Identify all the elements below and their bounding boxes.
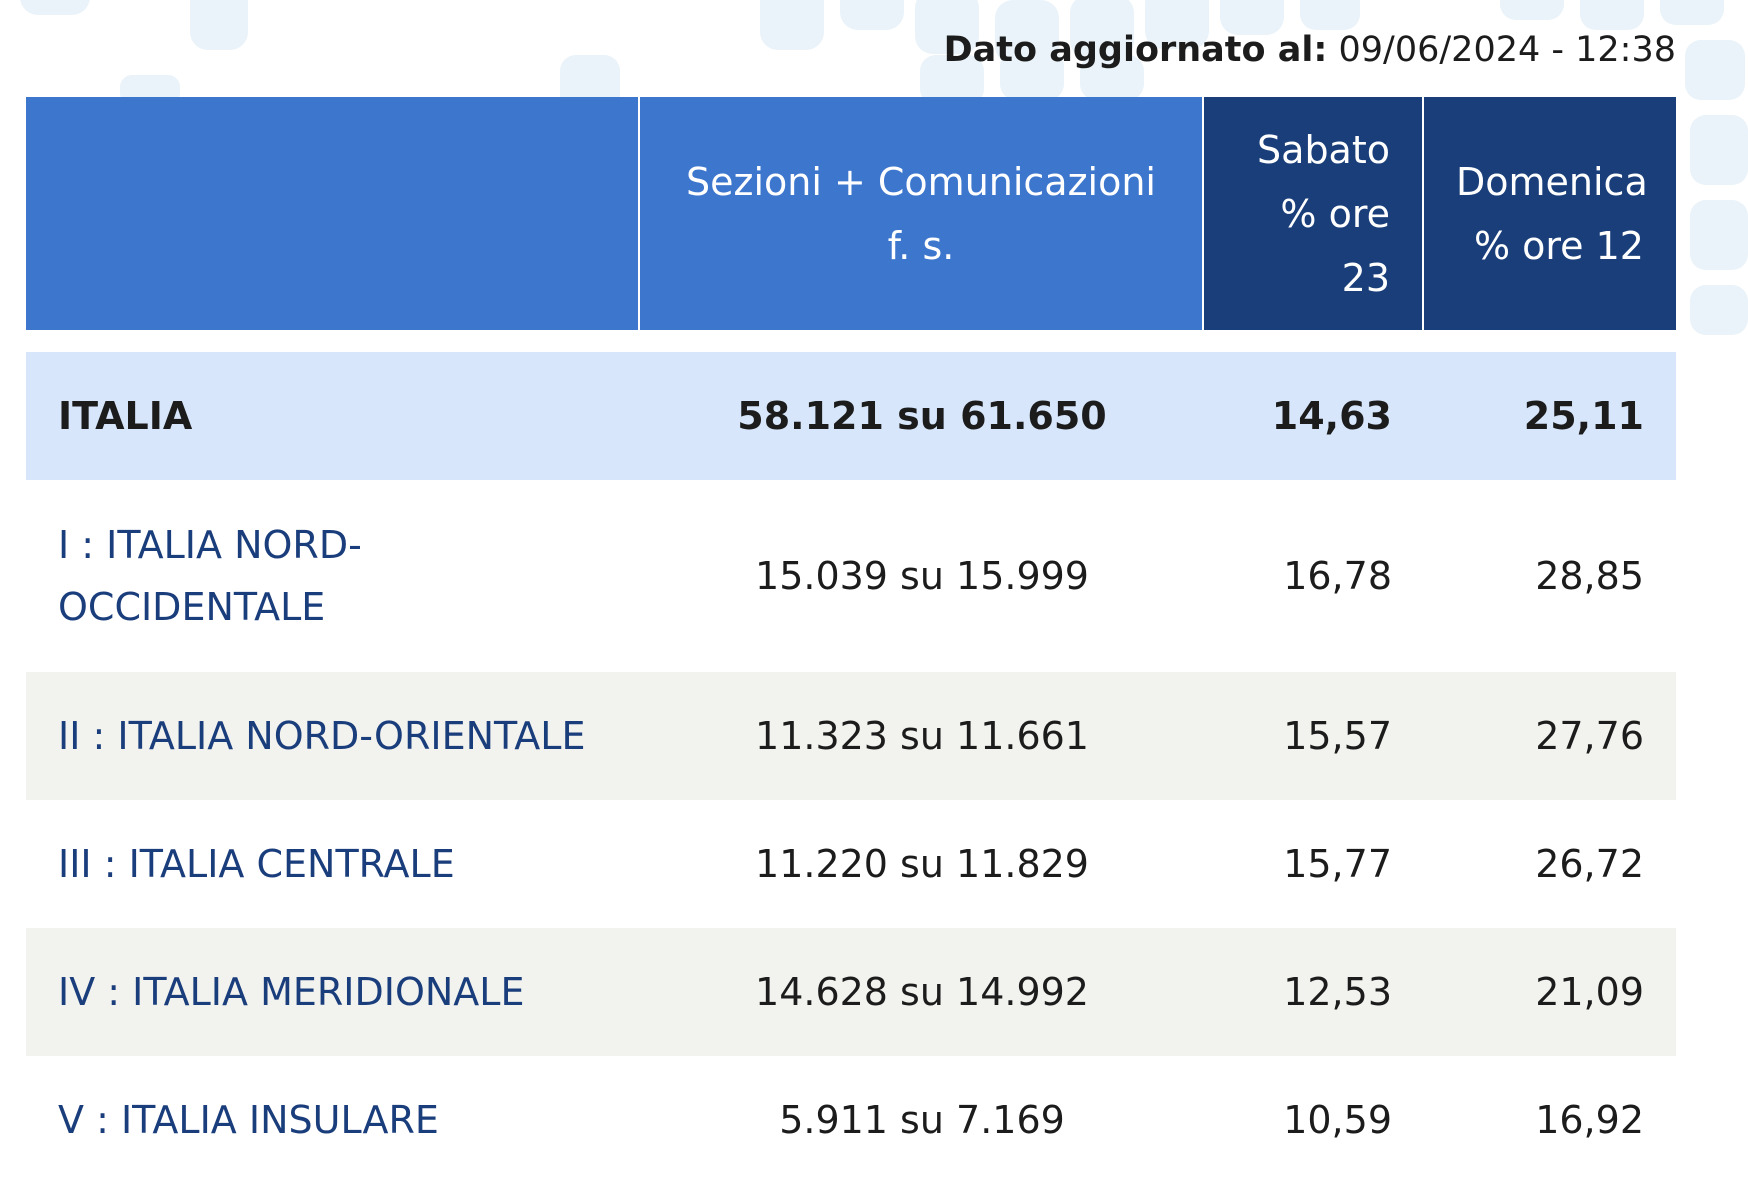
row-sezioni: 5.911 su 7.169 [779,1098,1065,1142]
row-domenica: 27,76 [1424,672,1676,800]
row-sabato: 14,63 [1204,352,1424,480]
header-sabato-line3: 23 [1341,255,1390,300]
table-header-row: Sezioni + Comunicazioni f. s. Sabato % o… [26,97,1676,330]
row-name: ITALIA [26,352,640,480]
row-domenica: 16,92 [1535,1098,1644,1142]
table-row: II : ITALIA NORD-ORIENTALE 11.323 su 11.… [26,672,1676,800]
update-timestamp: Dato aggiornato al: 09/06/2024 - 12:38 [944,30,1676,70]
row-sezioni: 11.323 su 11.661 [640,672,1204,800]
header-domenica-line2: % ore 12 [1473,223,1644,268]
row-name-line2[interactable]: OCCIDENTALE [58,585,326,629]
row-sezioni: 11.220 su 11.829 [755,842,1089,886]
row-sabato: 15,57 [1204,672,1424,800]
row-sezioni: 14.628 su 14.992 [640,928,1204,1056]
row-sabato: 10,59 [1283,1098,1392,1142]
table-row: III : ITALIA CENTRALE 11.220 su 11.829 1… [26,800,1676,928]
row-name-link[interactable]: V : ITALIA INSULARE [58,1098,439,1142]
row-domenica: 21,09 [1424,928,1676,1056]
row-name-line1[interactable]: I : ITALIA NORD- [58,523,362,567]
turnout-table: Sezioni + Comunicazioni f. s. Sabato % o… [26,97,1676,1184]
row-domenica: 28,85 [1535,554,1644,598]
table-row: IV : ITALIA MERIDIONALE 14.628 su 14.992… [26,928,1676,1056]
row-name-link[interactable]: III : ITALIA CENTRALE [58,842,455,886]
header-spacer [26,330,1676,352]
row-domenica: 26,72 [1535,842,1644,886]
row-sabato: 16,78 [1283,554,1392,598]
row-name-link[interactable]: I : ITALIA NORD- OCCIDENTALE [26,480,640,672]
row-sabato: 15,77 [1283,842,1392,886]
row-sabato: 12,53 [1204,928,1424,1056]
table-row: I : ITALIA NORD- OCCIDENTALE 15.039 su 1… [26,480,1676,672]
row-sezioni: 58.121 su 61.650 [640,352,1204,480]
header-sabato-line1: Sabato [1257,127,1390,172]
row-name-link[interactable]: IV : ITALIA MERIDIONALE [26,928,640,1056]
update-value: 09/06/2024 - 12:38 [1338,30,1676,70]
header-sezioni: Sezioni + Comunicazioni f. s. [640,97,1204,330]
row-domenica: 25,11 [1424,352,1676,480]
header-sabato: Sabato % ore 23 [1204,97,1424,330]
table-row: V : ITALIA INSULARE 5.911 su 7.169 10,59… [26,1056,1676,1184]
row-sezioni: 15.039 su 15.999 [755,554,1089,598]
header-domenica: Domenica % ore 12 [1424,97,1676,330]
update-label: Dato aggiornato al: [943,30,1328,70]
header-area [26,97,640,330]
header-domenica-line1: Domenica [1456,159,1648,204]
header-sabato-line2: % ore [1280,191,1390,236]
table-row-italia-total: ITALIA 58.121 su 61.650 14,63 25,11 [26,352,1676,480]
row-name-link[interactable]: II : ITALIA NORD-ORIENTALE [26,672,640,800]
